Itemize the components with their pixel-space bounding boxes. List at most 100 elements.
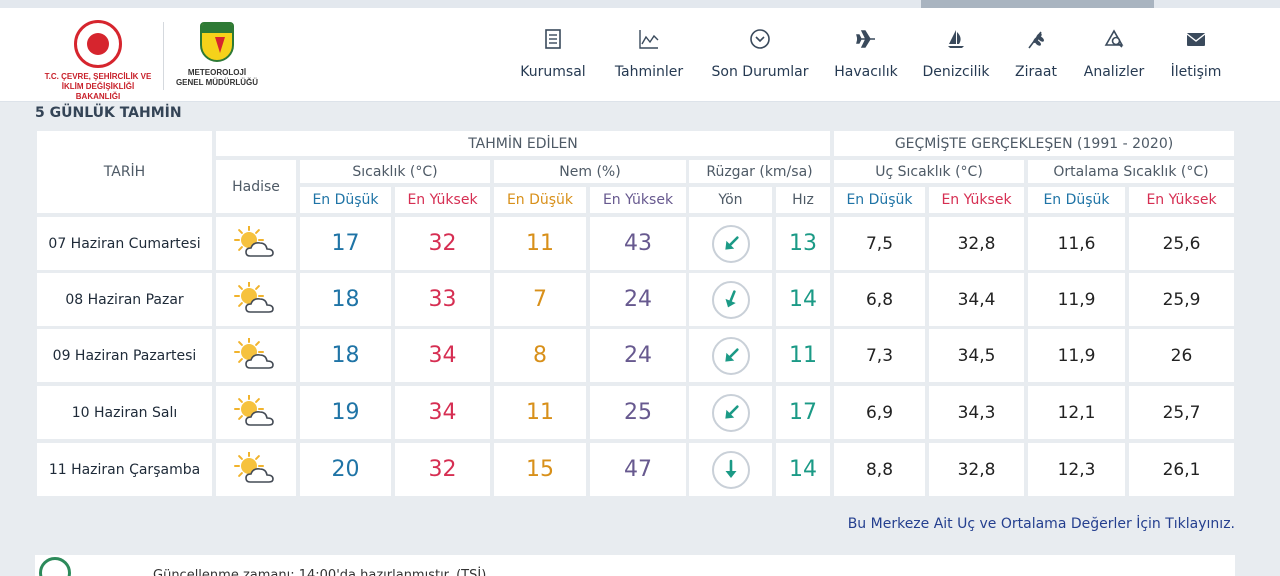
- nav-iletisim[interactable]: İletişim: [1164, 28, 1228, 80]
- nav-label: İletişim: [1170, 64, 1222, 80]
- value-date: 11 Haziran Çarşamba: [48, 461, 201, 478]
- cell-ext-min: 6,9: [834, 386, 925, 439]
- wind-direction-indicator: [711, 224, 750, 263]
- sub-extreme-min-label: En Düşük: [846, 192, 913, 208]
- cell-tmax: 34: [395, 329, 490, 382]
- header-humidity-label: Nem (%): [559, 163, 621, 180]
- nav-ziraat[interactable]: Ziraat: [1010, 28, 1062, 80]
- airplane-icon: [830, 28, 902, 54]
- value-hmax: 43: [624, 231, 652, 256]
- partly-cloudy-icon: [234, 451, 274, 483]
- value-tmax: 33: [428, 287, 457, 312]
- value-date: 10 Haziran Salı: [71, 404, 178, 421]
- cell-tmin: 17: [300, 217, 391, 270]
- cell-hmin: 11: [494, 386, 586, 439]
- ministry-logo[interactable]: T.C. ÇEVRE, ŞEHİRCİLİK VE İKLİM DEĞİŞİKL…: [40, 20, 156, 101]
- sub-wind-speed-label: Hız: [792, 192, 814, 208]
- value-ext-min: 7,5: [865, 233, 894, 254]
- cell-wind-speed: 13: [776, 217, 830, 270]
- cell-tmin: 20: [300, 443, 391, 496]
- cell-hmax: 47: [590, 443, 686, 496]
- value-hmax: 24: [624, 287, 652, 312]
- wind-arrow-icon: [724, 235, 739, 250]
- cell-ext-min: 7,3: [834, 329, 925, 382]
- value-avg-max: 26: [1170, 345, 1193, 366]
- cell-hmin: 15: [494, 443, 586, 496]
- value-wind-speed: 17: [789, 400, 817, 425]
- value-hmin: 8: [533, 343, 547, 368]
- header-wind: Rüzgar (km/sa): [689, 160, 830, 183]
- nav-havacilik[interactable]: Havacılık: [830, 28, 902, 80]
- sub-extreme-max-label: En Yüksek: [941, 192, 1012, 208]
- cell-tmax: 33: [395, 273, 490, 326]
- cell-wind-speed: 14: [776, 273, 830, 326]
- cell-tmax: 34: [395, 386, 490, 439]
- cell-tmin: 18: [300, 273, 391, 326]
- top-strip-tab[interactable]: [921, 0, 1154, 8]
- value-ext-max: 32,8: [957, 233, 996, 254]
- value-avg-max: 25,6: [1162, 233, 1201, 254]
- nav-label: Son Durumlar: [711, 64, 809, 80]
- sail-icon: [920, 28, 992, 54]
- sub-average-max-label: En Yüksek: [1146, 192, 1217, 208]
- value-tmin: 18: [331, 287, 360, 312]
- cell-ext-min: 8,8: [834, 443, 925, 496]
- weather-cell: [216, 443, 296, 496]
- partly-cloudy-icon: [234, 225, 274, 257]
- sub-temp-min-label: En Düşük: [312, 192, 379, 208]
- wind-arrow-icon: [724, 347, 739, 362]
- nav-tahminler[interactable]: Tahminler: [608, 28, 690, 80]
- cell-avg-min: 11,9: [1028, 329, 1125, 382]
- sub-temp-max: En Yüksek: [395, 187, 490, 213]
- wind-direction-cell: [689, 217, 772, 270]
- value-tmin: 18: [331, 343, 360, 368]
- value-ext-min: 6,8: [865, 289, 894, 310]
- nav-analizler[interactable]: Analizler: [1080, 28, 1148, 80]
- value-avg-min: 11,9: [1057, 345, 1096, 366]
- value-ext-max: 32,8: [957, 459, 996, 480]
- header-temperature: Sıcaklık (°C): [300, 160, 490, 183]
- cell-hmax: 43: [590, 217, 686, 270]
- cell-avg-min: 11,6: [1028, 217, 1125, 270]
- value-tmax: 32: [428, 457, 457, 482]
- mgm-logo[interactable]: METEOROLOJİ GENEL MÜDÜRLÜĞÜ: [174, 22, 260, 102]
- header-forecast-label: TAHMİN EDİLEN: [468, 135, 578, 152]
- chevron-circle-icon: [707, 28, 813, 54]
- header-date: TARİH: [37, 131, 212, 213]
- section-title: 5 GÜNLÜK TAHMİN: [35, 105, 182, 121]
- update-info-text: Güncellenme zamanı: 14:00'da hazırlanmış…: [153, 568, 487, 576]
- nav-son-durumlar[interactable]: Son Durumlar: [707, 28, 813, 80]
- nav-kurumsal[interactable]: Kurumsal: [513, 28, 593, 80]
- cell-ext-max: 32,8: [929, 217, 1024, 270]
- value-hmax: 24: [624, 343, 652, 368]
- value-avg-min: 11,6: [1057, 233, 1096, 254]
- header-temperature-label: Sıcaklık (°C): [352, 163, 438, 180]
- cell-ext-max: 34,5: [929, 329, 1024, 382]
- header-hadise: Hadise: [216, 160, 296, 213]
- value-date: 08 Haziran Pazar: [65, 291, 184, 308]
- sub-temp-max-label: En Yüksek: [407, 192, 478, 208]
- cell-hmin: 11: [494, 217, 586, 270]
- wheat-icon: [1010, 28, 1062, 54]
- value-tmax: 34: [428, 343, 457, 368]
- top-strip: [0, 0, 1280, 8]
- value-tmin: 17: [331, 231, 360, 256]
- weather-cell: [216, 217, 296, 270]
- nav-denizcilik[interactable]: Denizcilik: [920, 28, 992, 80]
- weather-cell: [216, 329, 296, 382]
- wind-arrow-icon: [725, 289, 736, 307]
- value-tmin: 20: [331, 457, 360, 482]
- sub-average-max: En Yüksek: [1129, 187, 1234, 213]
- wind-direction-cell: [689, 386, 772, 439]
- value-hmin: 15: [526, 457, 554, 482]
- station-values-link[interactable]: Bu Merkeze Ait Uç ve Ortalama Değerler İ…: [847, 516, 1235, 532]
- header-average-temp: Ortalama Sıcaklık (°C): [1028, 160, 1234, 183]
- value-hmin: 7: [533, 287, 547, 312]
- header-wind-label: Rüzgar (km/sa): [706, 163, 813, 180]
- wind-direction-indicator: [711, 450, 750, 489]
- value-ext-max: 34,4: [957, 289, 996, 310]
- sub-temp-min: En Düşük: [300, 187, 391, 213]
- cell-hmax: 25: [590, 386, 686, 439]
- header-humidity: Nem (%): [494, 160, 686, 183]
- cell-tmax: 32: [395, 443, 490, 496]
